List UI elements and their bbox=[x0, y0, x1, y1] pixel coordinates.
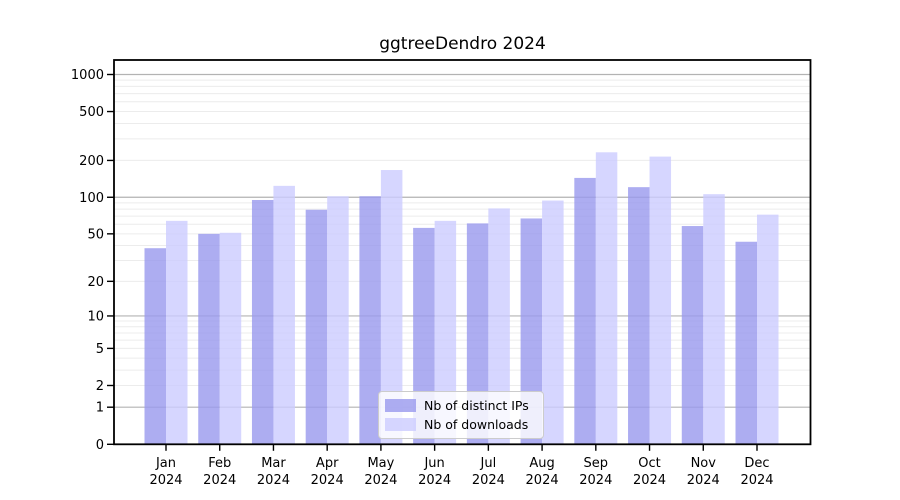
bar-ips-apr bbox=[305, 209, 328, 445]
legend-swatch-downloads bbox=[385, 418, 416, 431]
x-tick-label-year: 2024 bbox=[579, 473, 612, 488]
x-tick-label-month: May bbox=[367, 456, 394, 471]
bar-downloads-oct bbox=[649, 156, 672, 445]
y-tick-label: 50 bbox=[87, 227, 104, 242]
legend-item-distinct-ips: Nb of distinct IPs bbox=[385, 398, 535, 413]
plot-box bbox=[113, 59, 812, 446]
bar-ips-dec bbox=[735, 241, 757, 445]
bar-ips-sep bbox=[574, 177, 596, 445]
x-tick-label-month: Dec bbox=[744, 456, 769, 471]
y-tick-label: 10 bbox=[87, 309, 104, 324]
x-tick-label-month: Apr bbox=[316, 456, 339, 471]
x-tick-label-year: 2024 bbox=[149, 473, 182, 488]
x-tick-label-month: Jul bbox=[480, 456, 497, 471]
bar-downloads-may bbox=[380, 170, 403, 445]
bar-ips-may bbox=[359, 196, 381, 445]
bar-ips-jun bbox=[413, 227, 435, 445]
bar-ips-jul bbox=[466, 223, 489, 445]
y-tick-label: 1000 bbox=[71, 68, 104, 83]
legend-swatch-distinct-ips bbox=[385, 399, 416, 412]
y-tick-label: 5 bbox=[96, 342, 104, 357]
legend-item-downloads: Nb of downloads bbox=[385, 417, 535, 432]
bar-ips-aug bbox=[520, 218, 543, 445]
bar-downloads-jun bbox=[434, 220, 457, 445]
bar-downloads-sep bbox=[595, 152, 618, 445]
x-tick-label-year: 2024 bbox=[472, 473, 505, 488]
x-tick-label-year: 2024 bbox=[687, 473, 720, 488]
y-tick-label: 2 bbox=[96, 379, 104, 394]
x-tick-label-month: Oct bbox=[638, 456, 660, 471]
bar-ips-feb bbox=[198, 233, 220, 445]
bar-ips-jan bbox=[144, 248, 166, 445]
x-tick-label-year: 2024 bbox=[418, 473, 451, 488]
bar-downloads-nov bbox=[703, 194, 725, 445]
bar-downloads-jul bbox=[488, 208, 510, 445]
x-tick-label-month: Feb bbox=[208, 456, 231, 471]
bar-downloads-feb bbox=[219, 232, 242, 445]
legend-label-distinct-ips: Nb of distinct IPs bbox=[424, 398, 529, 413]
x-tick-label-month: Jan bbox=[155, 456, 176, 471]
x-tick-label-year: 2024 bbox=[364, 473, 397, 488]
bar-downloads-dec bbox=[756, 214, 779, 445]
x-tick-label-year: 2024 bbox=[257, 473, 290, 488]
bar-downloads-aug bbox=[542, 200, 564, 445]
bar-downloads-apr bbox=[327, 196, 349, 445]
y-tick-label: 0 bbox=[96, 438, 104, 453]
x-tick-label-month: Aug bbox=[529, 456, 554, 471]
x-tick-label-year: 2024 bbox=[633, 473, 666, 488]
bar-ips-nov bbox=[681, 226, 704, 445]
y-tick-label: 500 bbox=[79, 105, 104, 120]
x-tick-label-month: Mar bbox=[261, 456, 286, 471]
bar-downloads-mar bbox=[273, 185, 295, 445]
legend: Nb of distinct IPs Nb of downloads bbox=[378, 391, 544, 439]
bar-downloads-jan bbox=[166, 220, 188, 445]
bar-ips-oct bbox=[628, 187, 650, 445]
legend-label-downloads: Nb of downloads bbox=[424, 417, 529, 432]
x-tick-label-month: Sep bbox=[584, 456, 609, 471]
y-tick-label: 100 bbox=[79, 191, 104, 206]
y-tick-label: 1 bbox=[96, 401, 104, 416]
x-tick-label-month: Jun bbox=[423, 456, 444, 471]
bar-ips-mar bbox=[251, 199, 274, 445]
x-tick-label-year: 2024 bbox=[203, 473, 236, 488]
y-tick-label: 200 bbox=[79, 154, 104, 169]
x-tick-label-month: Nov bbox=[691, 456, 717, 471]
x-tick-label-year: 2024 bbox=[740, 473, 773, 488]
y-tick-label: 20 bbox=[87, 275, 104, 290]
chart-title: ggtreeDendro 2024 bbox=[379, 34, 546, 54]
x-tick-label-year: 2024 bbox=[526, 473, 559, 488]
x-tick-label-year: 2024 bbox=[311, 473, 344, 488]
